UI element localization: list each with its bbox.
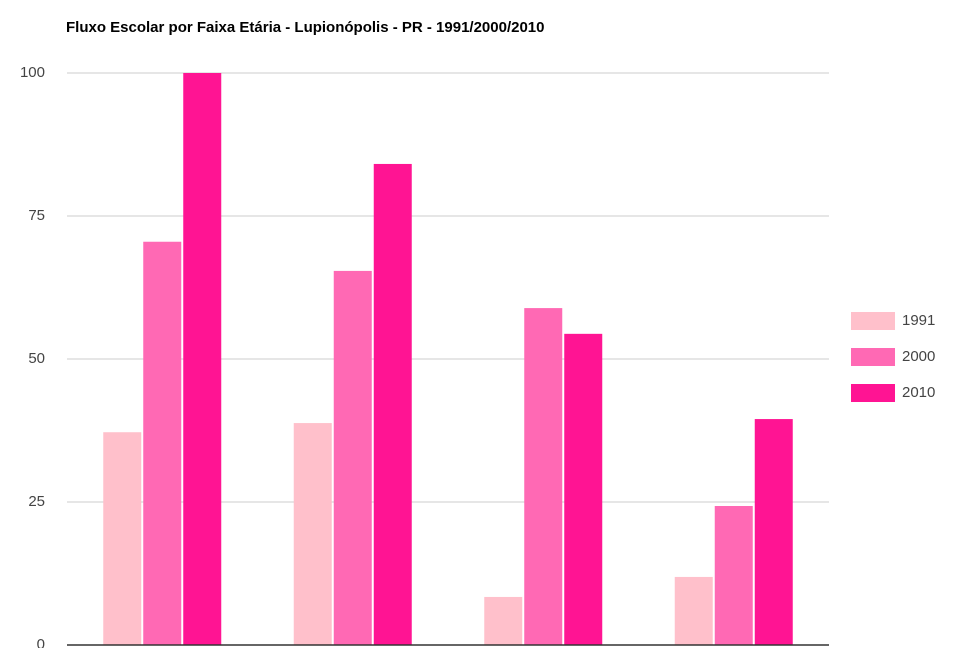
bar xyxy=(143,241,182,646)
legend-swatch xyxy=(851,312,895,330)
bar xyxy=(484,596,523,645)
y-tick-label: 100 xyxy=(20,64,45,81)
bar xyxy=(373,163,412,645)
legend-label: 1991 xyxy=(902,312,935,329)
bar xyxy=(754,419,793,645)
bar xyxy=(333,270,372,645)
y-tick-label: 25 xyxy=(28,493,45,510)
legend-swatch xyxy=(851,348,895,366)
bar xyxy=(524,308,563,645)
bar xyxy=(564,333,603,645)
legend-label: 2010 xyxy=(902,384,935,401)
bar xyxy=(103,432,142,645)
y-tick-label: 75 xyxy=(28,207,45,224)
legend-label: 2000 xyxy=(902,348,935,365)
legend-swatch xyxy=(851,384,895,402)
bar xyxy=(674,576,713,645)
bar xyxy=(714,506,753,645)
y-tick-label: 0 xyxy=(37,636,45,648)
chart-title: Fluxo Escolar por Faixa Etária - Lupionó… xyxy=(66,19,545,36)
bar xyxy=(183,73,222,645)
y-tick-label: 50 xyxy=(28,350,45,367)
bar xyxy=(293,423,332,645)
